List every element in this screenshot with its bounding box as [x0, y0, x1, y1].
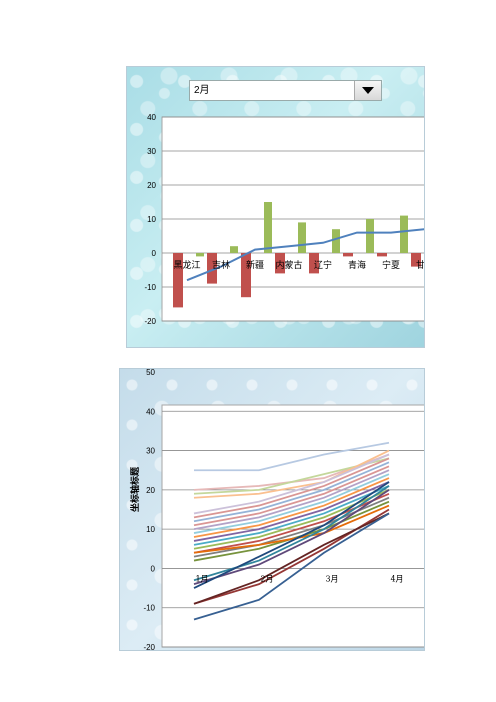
bar-green: [196, 253, 204, 257]
y-tick-label: 10: [146, 525, 155, 534]
y-tick-label: 30: [146, 447, 155, 456]
series-line: [193, 473, 390, 534]
triangle-down-icon: [362, 87, 374, 94]
y-tick-label: 30: [147, 147, 156, 156]
bar-green: [366, 219, 374, 253]
x-category-label: 2月: [260, 574, 273, 583]
y-axis-title: 坐标轴标题: [129, 466, 141, 512]
y-tick-label: -10: [144, 283, 156, 292]
bar-line-chart: -20 -10 0 10 20 30 40 黑龙江 吉林 新疆 内蒙古 辽宁 青海 宁夏 甘肃: [144, 113, 425, 326]
chart-1-panel: 2月 -20 -10 0 10 20 30 40 黑龙江 吉林 新疆 内蒙古 辽宁 青海 宁夏 甘肃: [126, 66, 425, 348]
series-line: [193, 489, 390, 586]
y-tick-label: 20: [147, 181, 156, 190]
y-tick-label: -20: [143, 643, 155, 651]
x-category-label: 黑龙江: [173, 259, 200, 271]
dropdown-arrow-button[interactable]: [354, 81, 381, 100]
bar-red: [377, 253, 387, 257]
bar-green: [264, 202, 272, 253]
month-dropdown-value: 2月: [194, 85, 210, 96]
y-tick-label: -20: [144, 317, 156, 326]
series-line: [193, 512, 390, 605]
y-tick-label: 0: [151, 564, 156, 573]
bar-red: [309, 253, 319, 274]
series-line: [193, 477, 390, 538]
multi-line-chart: -20 -10 0 10 20 30 40 50 1月 2月 3月 4月 坐标轴标题: [129, 368, 424, 651]
series-line: [193, 465, 390, 527]
x-category-label: 1月: [195, 574, 208, 583]
series-line: [193, 457, 390, 519]
series-line: [193, 481, 390, 542]
bar-red: [411, 253, 421, 267]
series-line: [193, 512, 390, 621]
series-line: [193, 461, 390, 523]
series-line: [193, 469, 390, 531]
series-line: [193, 504, 390, 554]
series-line: [186, 228, 424, 282]
x-category-label: 内蒙古: [275, 259, 302, 271]
month-dropdown[interactable]: 2月: [189, 80, 382, 101]
x-category-label: 4月: [390, 574, 403, 583]
bar-green: [332, 229, 340, 253]
bar-green: [298, 222, 306, 253]
series-line: [194, 441, 390, 472]
series-line: [193, 481, 390, 589]
chart-2-panel: -20 -10 0 10 20 30 40 50 1月 2月 3月 4月 坐标轴标题: [119, 368, 425, 651]
bar-green: [230, 246, 238, 253]
series-line: [193, 485, 390, 546]
y-tick-label: 40: [146, 407, 155, 416]
bar-red: [343, 253, 353, 257]
x-category-label: 3月: [325, 574, 338, 583]
y-tick-label: -10: [143, 604, 155, 613]
series-line: [193, 485, 390, 582]
y-tick-label: 10: [147, 215, 156, 224]
x-category-label: 吉林: [212, 259, 230, 271]
series-line: [193, 449, 390, 499]
x-category-label: 甘肃: [416, 259, 425, 271]
series-line: [193, 453, 390, 515]
bar-green: [400, 215, 408, 253]
x-category-label: 青海: [348, 259, 366, 271]
y-tick-label: 40: [147, 113, 156, 122]
x-category-label: 辽宁: [314, 259, 332, 271]
y-tick-label: 50: [146, 368, 155, 377]
y-tick-label: 0: [152, 249, 157, 258]
x-category-label: 宁夏: [382, 259, 400, 271]
y-tick-label: 20: [146, 486, 155, 495]
x-category-label: 新疆: [246, 259, 264, 271]
bar-red: [173, 253, 183, 308]
bar-red: [275, 253, 285, 274]
bar-red: [241, 253, 251, 298]
bar-red: [207, 253, 217, 284]
